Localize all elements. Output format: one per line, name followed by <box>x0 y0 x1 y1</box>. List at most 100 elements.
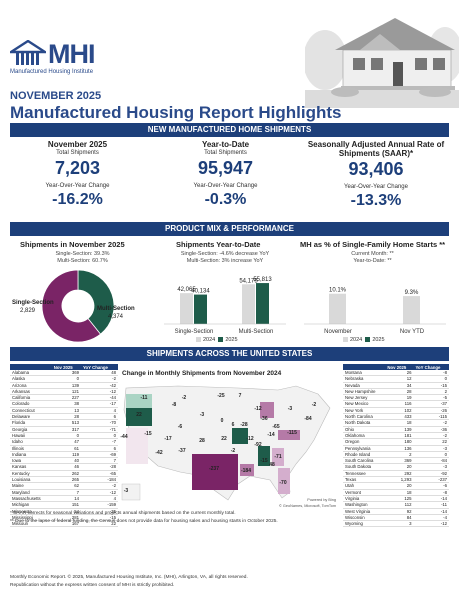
table-row: Texas 1,293 -237 <box>343 476 449 484</box>
state-shipments: 14 <box>51 495 81 503</box>
table-row: Montana 26 -8 <box>343 370 449 377</box>
mh-share-title: MH as % of Single-Family Home Starts ** <box>300 240 446 249</box>
map-state-value: -6 <box>178 424 183 430</box>
map-title: Change in Monthly Shipments from Novembe… <box>122 370 282 377</box>
map-state-value: -37 <box>178 448 185 454</box>
state-name: Utah <box>343 482 386 490</box>
table-row: South Carolina 369 -84 <box>343 457 449 465</box>
table-row: Pennsylvania 136 -3 <box>343 445 449 452</box>
state-shipments: 20 <box>385 463 414 471</box>
state-shipments: 167 <box>51 520 81 528</box>
map-state-value: 7 <box>239 393 242 399</box>
col-yoy: YoY Change <box>413 364 449 370</box>
map-state-value: 22 <box>136 412 142 418</box>
state-yoy: -2 <box>81 482 118 490</box>
state-name: Florida <box>10 419 52 427</box>
state-yoy: 0 <box>413 375 449 383</box>
state-shipments: 26 <box>385 370 414 377</box>
table-row: Minnesota 54 -25 <box>10 508 118 515</box>
table-row: Arizona 139 -42 <box>10 382 118 389</box>
table-row: Iowa 40 7 <box>10 457 118 465</box>
state-shipments: 0 <box>51 432 81 440</box>
state-shipments: 112 <box>385 501 414 509</box>
state-shipments: 227 <box>51 394 81 402</box>
state-yoy: 22 <box>413 438 449 446</box>
col-nov-2025: Nov 2025 <box>51 364 81 370</box>
state-shipments: 139 <box>51 382 81 389</box>
table-row: Washington 112 -11 <box>343 501 449 509</box>
state-shipments: 47 <box>51 438 81 446</box>
bar-label-2024-0: 42,065 <box>177 287 196 293</box>
map-state-value: -42 <box>155 450 162 456</box>
state-yoy: -6 <box>413 482 449 490</box>
state-name: Indiana <box>10 451 52 459</box>
ytd-subtitle-multi: Multi-Section: 3% increase YoY <box>186 258 264 264</box>
state-name: New Hampshire <box>343 388 386 396</box>
map-state-value: -70 <box>279 480 286 486</box>
state-yoy: -15 <box>81 514 118 522</box>
state-shipments: 181 <box>385 432 414 440</box>
state-yoy: 4 <box>81 495 118 503</box>
state-yoy: -84 <box>413 457 449 465</box>
pie-label-single-value: 2,829 <box>20 308 36 314</box>
state-yoy: -92 <box>413 470 449 478</box>
state-yoy: 22 <box>81 520 118 528</box>
state-yoy: -37 <box>413 400 449 408</box>
ytd-category-single: Single-Section <box>175 329 214 335</box>
state-name: Texas <box>343 476 386 484</box>
kpi-title: Year-to-Date <box>201 140 250 149</box>
state-shipments: 20 <box>385 482 414 490</box>
state-yoy: 0 <box>413 451 449 459</box>
kpi-title: Seasonally Adjusted Annual Rate of Shipm… <box>307 140 445 158</box>
ytd-category-multi: Multi-Section <box>239 329 274 335</box>
state-yoy: -12 <box>81 489 118 496</box>
table-row: New York 102 -26 <box>343 407 449 415</box>
mh-legend: 2024 2025 <box>343 337 385 343</box>
state-name: Oklahoma <box>343 432 386 440</box>
state-yoy: -12 <box>413 520 449 528</box>
bar-2024-0 <box>329 293 346 324</box>
legend-2025-label: 2025 <box>372 337 385 343</box>
logo-text: MHI <box>48 39 95 69</box>
col-state <box>10 364 52 370</box>
table-row: Georgia 317 -71 <box>10 426 118 433</box>
state-shipments: 136 <box>385 445 414 452</box>
map-state-value: 6 <box>232 422 235 428</box>
mhi-logo: MHI Manufactured Housing Institute <box>10 40 130 80</box>
texas-state <box>192 454 238 490</box>
legend-2024-label: 2024 <box>203 337 216 343</box>
state-yoy: -11 <box>413 501 449 509</box>
map-state-value: 48 <box>269 462 275 468</box>
map-state-value: -36 <box>260 416 267 422</box>
state-shipments: 116 <box>385 400 414 408</box>
bar-label-2024-1: 54,175 <box>239 278 258 284</box>
california-state <box>126 428 148 464</box>
state-name: Washington <box>343 501 386 509</box>
state-shipments: 317 <box>51 426 81 433</box>
map-state-value: -15 <box>144 431 151 437</box>
state-shipments: 139 <box>385 426 414 433</box>
lapse-note: ** Due to the lapse of federal funding, … <box>10 519 278 524</box>
state-shipments: 0 <box>51 375 81 383</box>
map-state-value: 22 <box>221 436 227 442</box>
state-shipments: 119 <box>51 451 81 459</box>
kpi-saar: Seasonally Adjusted Annual Rate of Shipm… <box>300 140 452 210</box>
state-name: Maine <box>10 482 52 490</box>
state-name: Idaho <box>10 438 52 446</box>
map-credit-geonames: © GeoNames, Microsoft, TomTom <box>279 504 336 508</box>
map-state-value: -25 <box>217 393 224 399</box>
logo-house-icon <box>10 40 46 65</box>
table-row: Alabama 369 48 <box>10 370 118 377</box>
kpi-november: November 2025 Total Shipments 7,203 Year… <box>10 140 145 209</box>
missouri-state <box>232 428 248 444</box>
kpi-value: 93,406 <box>348 159 404 179</box>
table-row: Florida 513 -70 <box>10 419 118 427</box>
table-row: Alaska 0 -2 <box>10 375 118 383</box>
table-row: Connecticut 13 4 <box>10 407 118 415</box>
state-name: Arizona <box>10 382 52 389</box>
state-shipments: 38 <box>51 400 81 408</box>
state-yoy: -69 <box>81 451 118 459</box>
state-yoy: -8 <box>413 370 449 377</box>
map-state-value: -3 <box>124 488 129 494</box>
